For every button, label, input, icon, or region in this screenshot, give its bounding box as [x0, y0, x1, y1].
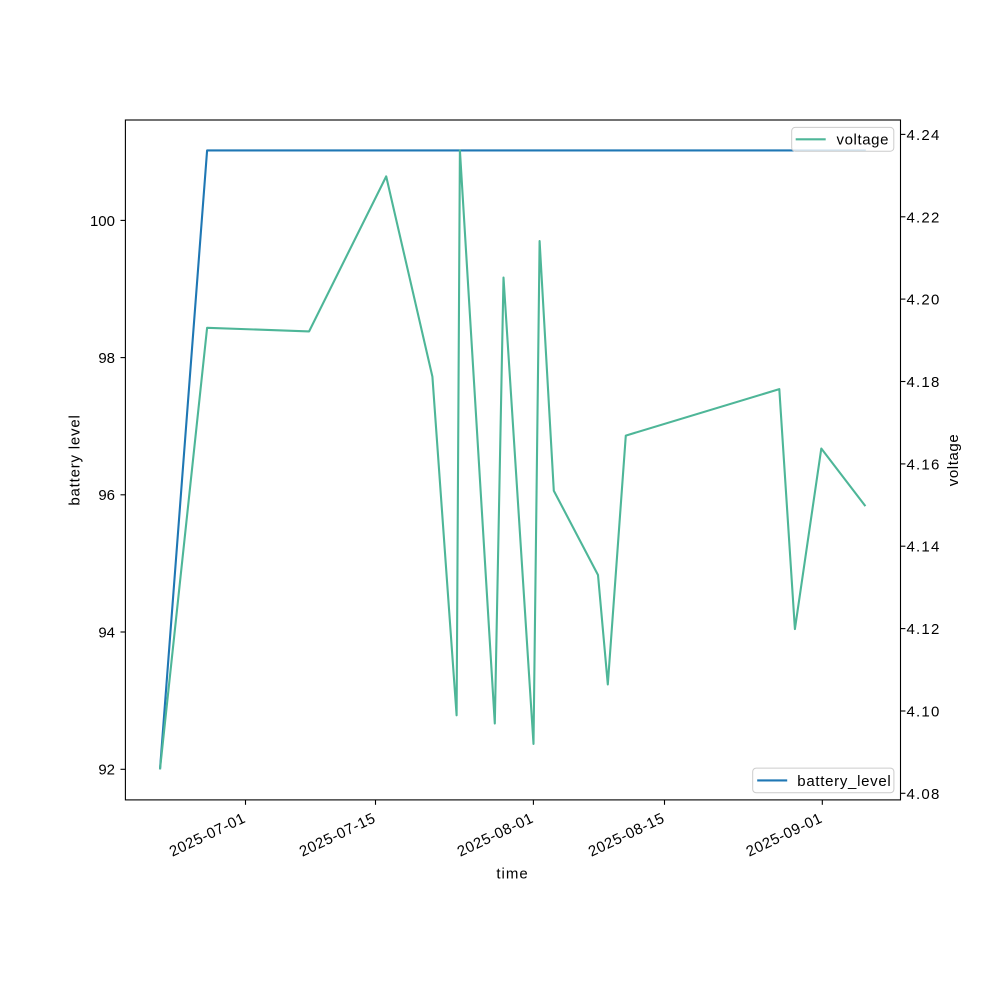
svg-text:voltage: voltage	[945, 434, 962, 487]
svg-text:92: 92	[98, 762, 115, 779]
svg-text:4.10: 4.10	[907, 704, 941, 721]
svg-text:4.12: 4.12	[907, 621, 941, 638]
svg-text:100: 100	[90, 213, 115, 230]
svg-text:2025-08-15: 2025-08-15	[586, 810, 668, 861]
svg-text:94: 94	[98, 624, 115, 641]
svg-text:4.22: 4.22	[907, 209, 941, 226]
svg-text:2025-07-01: 2025-07-01	[167, 810, 249, 861]
svg-text:2025-09-01: 2025-09-01	[744, 810, 826, 861]
svg-text:4.20: 4.20	[907, 292, 941, 309]
svg-text:battery level: battery level	[67, 414, 84, 505]
svg-text:96: 96	[98, 487, 115, 504]
svg-text:4.14: 4.14	[907, 539, 941, 556]
svg-text:2025-08-01: 2025-08-01	[455, 810, 537, 861]
svg-text:4.16: 4.16	[907, 456, 941, 473]
svg-text:2025-07-15: 2025-07-15	[297, 810, 379, 861]
svg-text:battery_level: battery_level	[797, 773, 891, 790]
svg-text:time: time	[496, 866, 528, 883]
svg-text:4.08: 4.08	[907, 786, 941, 803]
svg-text:98: 98	[98, 350, 115, 367]
svg-text:voltage: voltage	[837, 132, 890, 149]
svg-text:4.24: 4.24	[907, 127, 941, 144]
svg-text:4.18: 4.18	[907, 374, 941, 391]
